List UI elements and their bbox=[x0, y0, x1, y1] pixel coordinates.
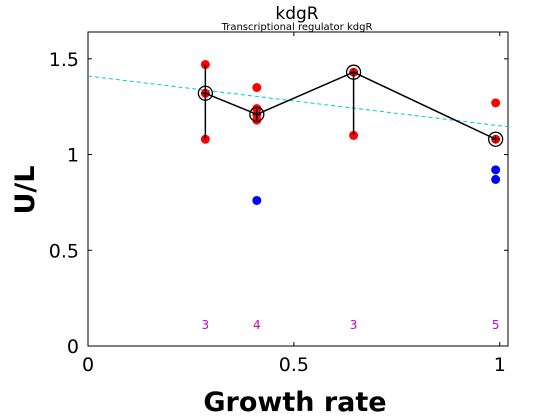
data-point-blue bbox=[491, 165, 501, 175]
data-point-blue bbox=[252, 195, 262, 205]
y-tick-label: 1.5 bbox=[49, 49, 79, 71]
plot-frame bbox=[87, 31, 509, 347]
x-tick-label: 0 bbox=[82, 354, 94, 376]
mean-marker bbox=[345, 64, 362, 80]
data-point-red bbox=[491, 98, 501, 108]
chart-subtitle: Transcriptional regulator kdgR bbox=[221, 22, 373, 33]
sample-count-label: 5 bbox=[492, 318, 500, 332]
mean-marker bbox=[197, 85, 214, 101]
mean-marker bbox=[487, 131, 504, 147]
sample-count-label: 4 bbox=[253, 318, 261, 332]
sample-count-label: 3 bbox=[350, 318, 358, 332]
x-axis-label: Growth rate bbox=[203, 387, 386, 418]
chart-title: kdgR bbox=[275, 4, 318, 24]
y-tick-label: 0.5 bbox=[49, 240, 79, 262]
y-tick-label: 0 bbox=[67, 336, 79, 358]
mean-marker bbox=[249, 106, 265, 122]
x-tick-label: 1 bbox=[494, 354, 506, 376]
mean-line bbox=[205, 71, 496, 140]
data-point-blue bbox=[491, 174, 501, 184]
y-axis-label: U/L bbox=[10, 166, 41, 215]
y-tick-label: 1 bbox=[67, 145, 79, 167]
data-point-red bbox=[252, 83, 262, 93]
x-tick-label: 0.5 bbox=[279, 354, 309, 376]
plot-area: 0 0.5 1 0 0.5 1 1.5 3 4 3 5 bbox=[49, 31, 509, 376]
trend-line bbox=[87, 75, 509, 128]
sample-count-label: 3 bbox=[202, 318, 210, 332]
